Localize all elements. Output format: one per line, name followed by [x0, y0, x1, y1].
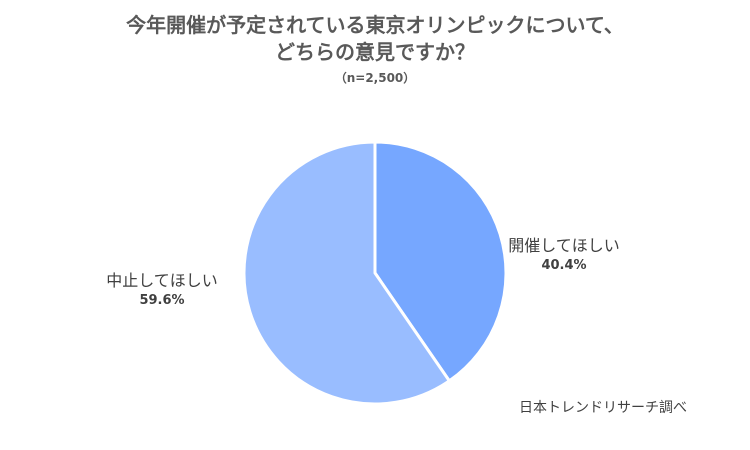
slice-label-kaisai-value: 40.4%	[541, 258, 587, 273]
chart-title-line-2: どちらの意見ですか？	[275, 40, 475, 64]
slice-label-chushi-value: 59.6%	[139, 293, 185, 308]
slice-label-chushi-name: 中止してほしい	[106, 271, 218, 290]
pie-slice-kaisai	[373, 140, 508, 383]
chart-subtitle: （n=2,500）	[334, 71, 416, 85]
slice-label-kaisai: 開催してほしい 40.4%	[508, 235, 620, 276]
slice-label-kaisai-name: 開催してほしい	[508, 236, 620, 255]
chart-title: 今年開催が予定されている東京オリンピックについて、 どちらの意見ですか？	[0, 12, 750, 66]
chart-title-line-1: 今年開催が予定されている東京オリンピックについて、	[126, 13, 624, 37]
source-note: 日本トレンドリサーチ調べ	[519, 400, 687, 416]
slice-label-chushi: 中止してほしい 59.6%	[106, 270, 218, 311]
pie-slice-chushi	[242, 140, 451, 406]
